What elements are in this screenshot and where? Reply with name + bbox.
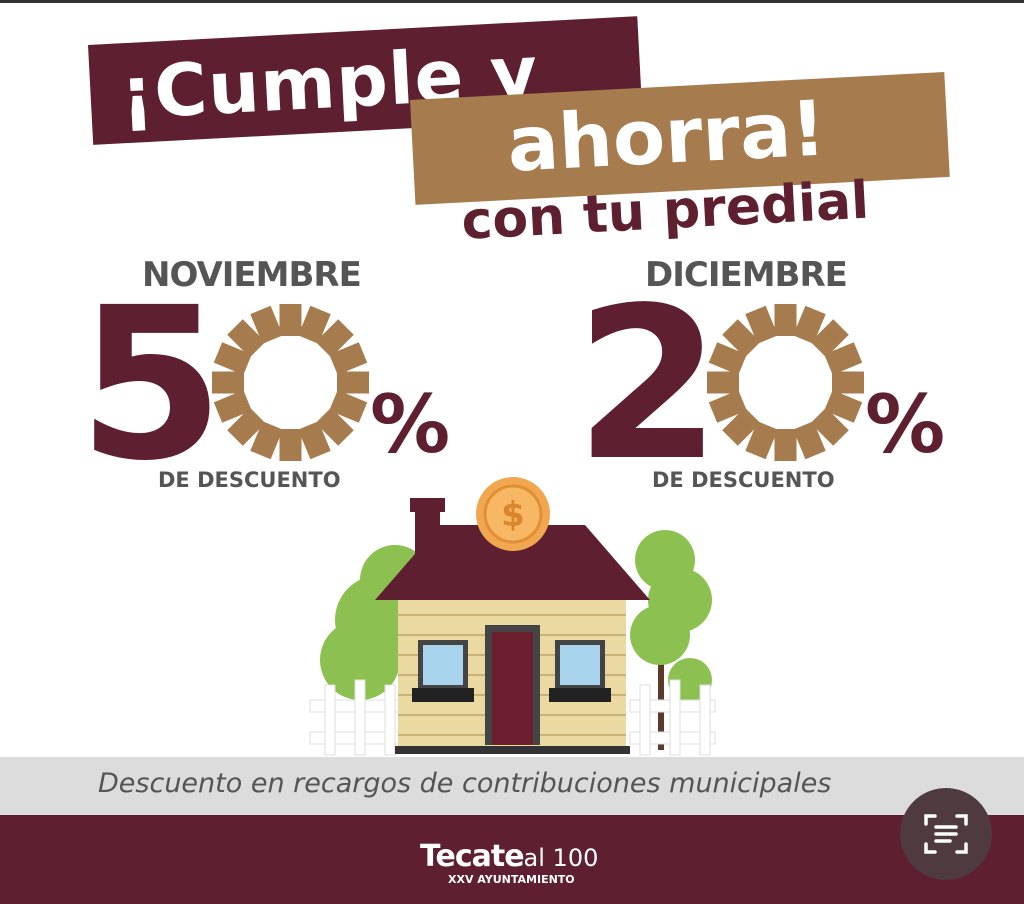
top-bar	[0, 0, 1024, 3]
footer-note-band: Descuento en recargos de contribuciones …	[0, 757, 1024, 815]
ring-segment	[774, 429, 797, 461]
ring-segment	[708, 390, 747, 423]
logo-subtitle: XXV AYUNTAMIENTO	[448, 873, 575, 886]
footer-bar: Tecateal 100 XXV AYUNTAMIENTO	[0, 815, 1024, 904]
tecate-logo: Tecateal 100 XXV AYUNTAMIENTO	[420, 839, 599, 886]
ring-segment	[213, 390, 252, 423]
logo-suffix: al 100	[523, 844, 599, 872]
ring-segment	[810, 407, 849, 446]
text-scan-icon	[924, 814, 968, 854]
discount-digit-november: 5	[78, 262, 225, 507]
ring-segment	[298, 305, 331, 344]
ring-segment	[793, 305, 826, 344]
ring-segment	[793, 421, 826, 460]
discount-label-november: DE DESCUENTO	[158, 468, 341, 492]
ring-segment	[824, 390, 863, 423]
ring-segment	[227, 319, 266, 358]
ring-segment	[707, 371, 739, 394]
ring-segment	[329, 390, 368, 423]
ring-segment	[227, 407, 266, 446]
ring-segment	[722, 407, 761, 446]
ring-segment	[315, 319, 354, 358]
ring-segment	[213, 342, 252, 375]
ring-segment	[279, 304, 302, 336]
ring-segment	[279, 429, 302, 461]
month-november: NOVIEMBRE	[142, 255, 362, 295]
ring-segment	[708, 342, 747, 375]
discount-digit-december: 2	[575, 262, 722, 507]
ring-segment	[315, 407, 354, 446]
ring-segment	[832, 371, 864, 394]
percent-sign-november: %	[370, 378, 451, 471]
svg-text:$: $	[501, 495, 525, 535]
ring-segment	[212, 371, 244, 394]
discount-label-december: DE DESCUENTO	[652, 468, 835, 492]
house-illustration	[309, 498, 716, 756]
ring-segment	[722, 319, 761, 358]
ring-segment	[250, 421, 283, 460]
ring-segment	[298, 421, 331, 460]
footer-note: Descuento en recargos de contribuciones …	[98, 768, 832, 799]
percent-sign-december: %	[865, 378, 946, 471]
ring-segment	[824, 342, 863, 375]
ring-segment	[250, 305, 283, 344]
dollar-coin-icon: $	[476, 477, 550, 551]
ring-segment	[337, 371, 369, 394]
ring-segment	[745, 305, 778, 344]
text-scan-button[interactable]	[900, 788, 992, 880]
ring-segment	[774, 304, 797, 336]
zero-ring-december	[707, 304, 864, 461]
ring-segment	[329, 342, 368, 375]
logo-name: Tecate	[420, 839, 525, 874]
ring-segment	[745, 421, 778, 460]
zero-ring-november	[212, 304, 369, 461]
ring-segment	[810, 319, 849, 358]
month-december: DICIEMBRE	[645, 255, 848, 295]
